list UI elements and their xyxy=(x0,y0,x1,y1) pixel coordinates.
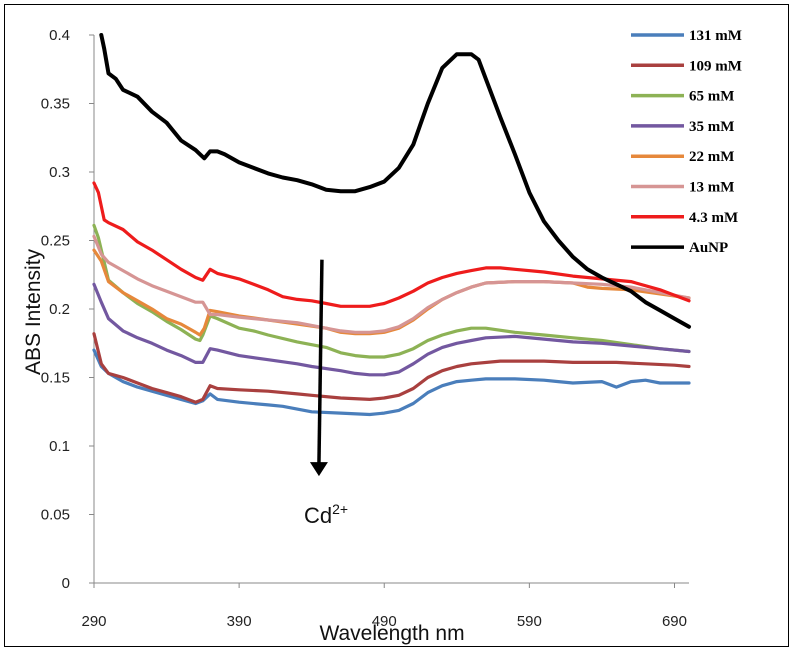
x-tick-label: 590 xyxy=(517,613,542,630)
x-tick-label: 390 xyxy=(227,613,252,630)
y-tick-label: 0.25 xyxy=(41,233,70,250)
legend-label: AuNP xyxy=(689,240,728,256)
series-line-35-mm xyxy=(92,282,691,377)
y-tick-label: 0.05 xyxy=(41,507,70,524)
y-tick-label: 0 xyxy=(62,575,70,592)
y-tick-label: 0.15 xyxy=(41,370,70,387)
legend-label: 65 mM xyxy=(689,89,734,105)
legend-label: 35 mM xyxy=(689,119,734,135)
y-axis-title: ABS Intensity xyxy=(22,248,45,375)
series-line-65-mm xyxy=(92,223,691,359)
x-tick-label: 290 xyxy=(81,613,106,630)
series-line-131-mm xyxy=(92,348,691,417)
annotation-main: Cd xyxy=(304,503,332,528)
annotation-arrow-shaft xyxy=(317,259,324,465)
series-line-aunp xyxy=(99,33,691,329)
series-line-4-3-mm xyxy=(92,181,691,308)
x-axis-title: Wavelength nm xyxy=(319,622,464,645)
y-ticks: 0 0.05 0.1 0.15 0.2 0.25 0.3 0.35 0.4 xyxy=(41,27,94,592)
series-line-22-mm xyxy=(92,248,691,337)
y-tick-label: 0.35 xyxy=(41,96,70,113)
y-tick-label: 0.4 xyxy=(49,27,70,44)
legend-label: 22 mM xyxy=(689,149,734,165)
axes xyxy=(93,35,689,584)
legend-label: 4.3 mM xyxy=(689,210,738,226)
y-tick-label: 0.3 xyxy=(49,164,70,181)
series-lines xyxy=(92,33,691,417)
x-tick-label: 690 xyxy=(662,613,687,630)
x-tick-label: 490 xyxy=(372,613,397,630)
legend: 131 mM 109 mM 65 mM 35 mM 22 mM 13 mM 4.3 mM Au… xyxy=(631,28,742,256)
annotation-arrowhead xyxy=(309,462,328,477)
series-line-13-mm xyxy=(92,234,691,334)
series-line-109-mm xyxy=(92,332,691,404)
annotation-superscript: 2+ xyxy=(332,501,348,517)
cd-annotation: Cd2+ xyxy=(304,259,348,528)
chart-frame xyxy=(4,4,789,647)
legend-label: 13 mM xyxy=(689,180,734,196)
y-tick-label: 0.2 xyxy=(49,301,70,318)
x-ticks: 290 390 490 590 690 xyxy=(81,583,687,630)
legend-label: 109 mM xyxy=(689,58,742,74)
legend-label: 131 mM xyxy=(689,28,742,44)
y-tick-label: 0.1 xyxy=(49,438,70,455)
annotation-label: Cd2+ xyxy=(304,501,348,528)
